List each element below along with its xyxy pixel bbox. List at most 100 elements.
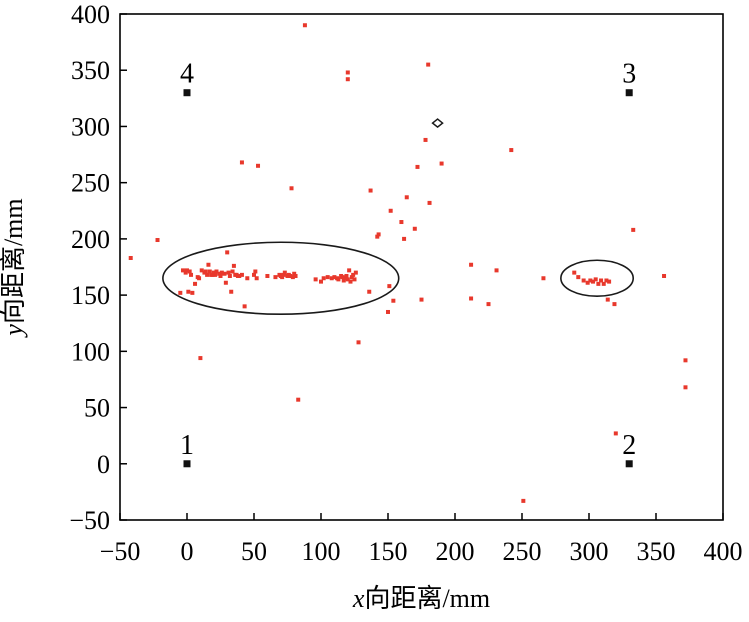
data-point bbox=[289, 186, 294, 191]
data-point bbox=[281, 272, 286, 277]
data-point bbox=[226, 270, 231, 275]
x-axis-label-text: 向距离/mm bbox=[364, 584, 490, 613]
data-point bbox=[593, 277, 598, 282]
data-point bbox=[190, 290, 195, 295]
data-point bbox=[388, 208, 393, 213]
data-point bbox=[344, 273, 349, 278]
data-point bbox=[230, 269, 235, 274]
sensor-label: 2 bbox=[622, 430, 636, 461]
data-point bbox=[412, 226, 417, 231]
data-point bbox=[521, 498, 526, 503]
sensor-marker bbox=[183, 89, 191, 97]
data-point bbox=[351, 272, 356, 277]
data-point bbox=[349, 275, 354, 280]
data-point bbox=[341, 278, 346, 283]
data-point bbox=[290, 275, 295, 280]
data-point bbox=[601, 281, 606, 286]
data-point bbox=[227, 273, 232, 278]
data-point bbox=[585, 280, 590, 285]
data-point bbox=[604, 278, 609, 283]
data-point bbox=[340, 275, 345, 280]
x-tick-label: 100 bbox=[302, 537, 341, 566]
data-point bbox=[292, 271, 297, 276]
data-point bbox=[245, 276, 250, 281]
data-point bbox=[509, 148, 514, 153]
data-point bbox=[607, 279, 612, 284]
y-tick-label: 250 bbox=[71, 169, 110, 198]
data-point bbox=[206, 262, 211, 267]
data-point bbox=[683, 385, 688, 390]
data-point bbox=[631, 227, 636, 232]
data-point bbox=[185, 268, 189, 273]
data-point bbox=[253, 269, 258, 274]
plot-marks: 1 2 3 4 bbox=[128, 23, 688, 503]
data-point bbox=[178, 290, 183, 295]
data-point bbox=[581, 278, 586, 283]
sensor-label: 4 bbox=[180, 59, 194, 90]
data-point bbox=[280, 275, 285, 280]
data-point bbox=[313, 277, 318, 282]
x-tick-label: 150 bbox=[369, 537, 408, 566]
y-tick-label: −50 bbox=[69, 506, 110, 535]
data-point bbox=[588, 278, 593, 283]
y-tick-label: 100 bbox=[71, 337, 110, 366]
data-point bbox=[319, 279, 323, 284]
data-point bbox=[203, 269, 208, 274]
data-point bbox=[296, 397, 301, 402]
data-point bbox=[180, 268, 185, 273]
sensor-marker bbox=[625, 89, 633, 97]
data-point bbox=[423, 137, 428, 142]
data-point bbox=[367, 289, 372, 294]
data-point bbox=[288, 273, 293, 278]
data-point bbox=[439, 161, 444, 166]
data-point bbox=[391, 298, 396, 303]
x-tick-label: 50 bbox=[241, 537, 267, 566]
data-point bbox=[155, 238, 160, 243]
data-point bbox=[229, 289, 234, 294]
data-point bbox=[613, 431, 618, 436]
data-point bbox=[387, 284, 392, 289]
y-tick-label: 0 bbox=[97, 450, 110, 479]
data-point bbox=[325, 275, 330, 280]
sensor-label: 3 bbox=[622, 59, 636, 90]
data-point bbox=[386, 309, 390, 314]
data-point bbox=[662, 273, 667, 278]
x-axis-label: x向距离/mm bbox=[352, 584, 490, 613]
data-point bbox=[239, 160, 244, 165]
sensor-marker bbox=[625, 460, 633, 468]
axis-ticks: −50 0 50 100 150 200 250 300 350 400 −50 0 50 100 150 2… bbox=[69, 0, 742, 566]
y-axis-label-text: 向距离/mm bbox=[0, 198, 28, 324]
data-point bbox=[282, 270, 287, 275]
data-point bbox=[239, 272, 244, 277]
data-point bbox=[186, 289, 191, 294]
y-axis-variable: y bbox=[0, 324, 28, 339]
data-point bbox=[368, 188, 373, 193]
data-point bbox=[329, 276, 334, 281]
data-point bbox=[183, 270, 188, 275]
data-point bbox=[197, 276, 202, 281]
data-point bbox=[683, 358, 688, 363]
data-point bbox=[198, 356, 203, 361]
data-point bbox=[211, 270, 216, 275]
data-point bbox=[576, 275, 581, 280]
data-point bbox=[427, 200, 432, 205]
data-point bbox=[225, 250, 230, 255]
data-point bbox=[469, 296, 474, 301]
data-point bbox=[426, 62, 431, 67]
data-point bbox=[469, 262, 474, 267]
data-point bbox=[348, 279, 353, 284]
x-tick-label: 250 bbox=[503, 537, 542, 566]
data-point bbox=[256, 163, 261, 168]
data-point bbox=[205, 272, 210, 277]
x-axis-variable: x bbox=[352, 584, 365, 613]
data-point bbox=[375, 234, 380, 239]
data-point bbox=[591, 279, 596, 284]
data-point bbox=[494, 268, 499, 273]
y-tick-label: 150 bbox=[71, 281, 110, 310]
data-point bbox=[345, 70, 350, 75]
data-point bbox=[347, 268, 352, 273]
cluster-ellipse bbox=[162, 241, 400, 316]
data-point bbox=[345, 277, 350, 282]
y-tick-label: 350 bbox=[71, 56, 110, 85]
